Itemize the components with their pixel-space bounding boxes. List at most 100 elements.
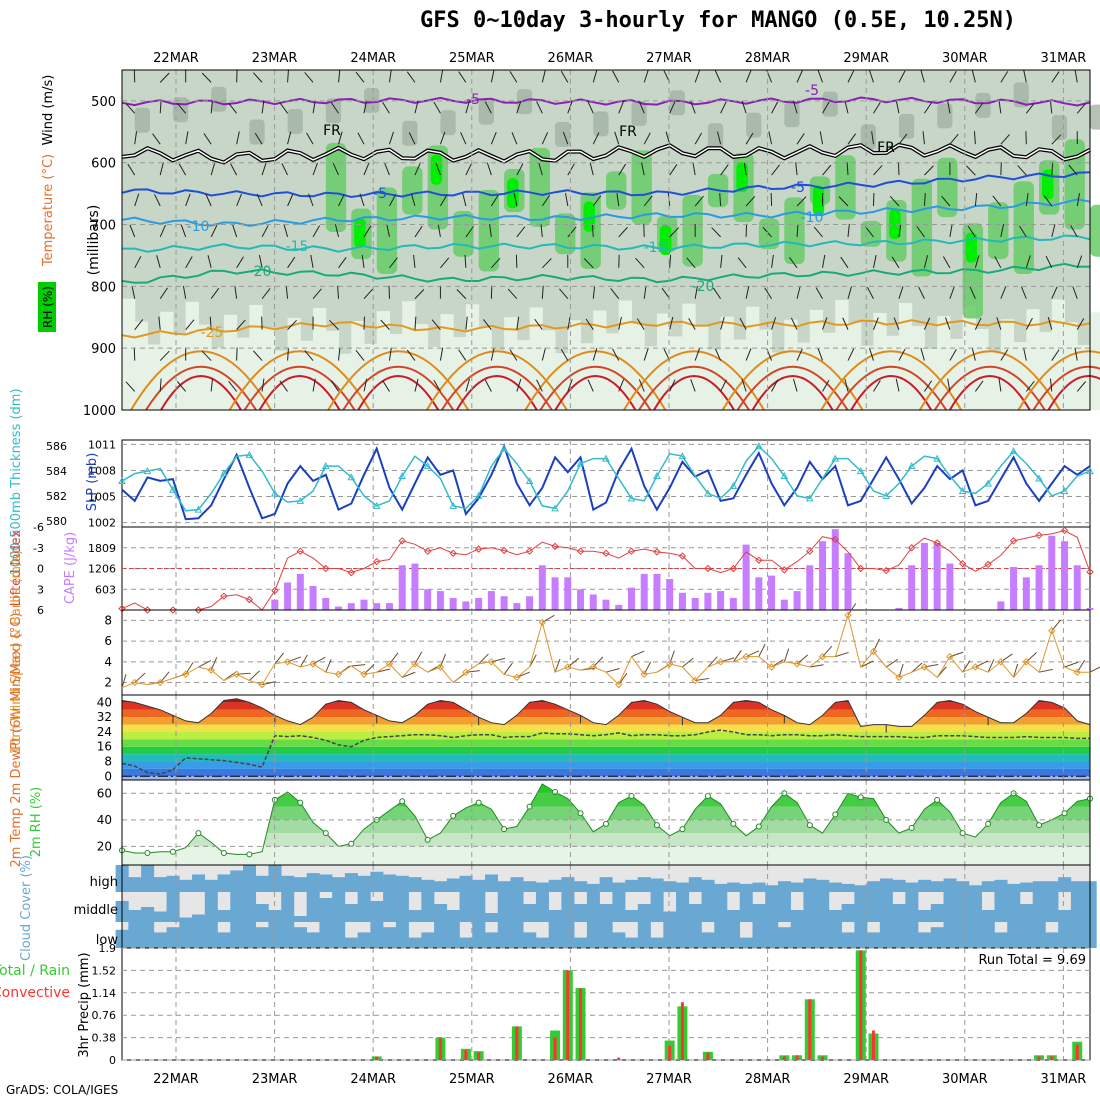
rh-moist-cell bbox=[835, 155, 856, 220]
wind-barb bbox=[210, 225, 218, 238]
cloud-cell bbox=[892, 922, 906, 948]
date-label-bottom: 30MAR bbox=[942, 1072, 988, 1087]
cloud-cell bbox=[332, 892, 346, 922]
cape-bar bbox=[424, 589, 432, 610]
cape-bar bbox=[309, 585, 317, 610]
wind-barb bbox=[254, 132, 263, 145]
cloud-cell bbox=[727, 910, 741, 922]
precip-convective-bar bbox=[859, 950, 863, 1060]
wind-barb bbox=[283, 224, 289, 238]
cloud-cell bbox=[956, 892, 970, 922]
precip-convective-bar bbox=[464, 1049, 468, 1060]
wind-barb-10m bbox=[1089, 666, 1100, 673]
wind-marker bbox=[232, 670, 241, 678]
rh-dry-cell bbox=[962, 306, 976, 410]
thickness-marker bbox=[372, 501, 381, 509]
wind-barb bbox=[388, 131, 394, 145]
cape-tick: 603 bbox=[95, 583, 116, 596]
cape-bar bbox=[398, 565, 406, 610]
thickness-marker bbox=[805, 494, 814, 502]
rh2m-marker bbox=[246, 851, 253, 858]
cloud-cell bbox=[803, 892, 817, 922]
wind-barb bbox=[414, 163, 421, 176]
cloud-cell bbox=[727, 882, 741, 892]
cloud-cell bbox=[727, 922, 741, 948]
slp-line bbox=[121, 443, 1091, 521]
li-marker bbox=[831, 535, 839, 544]
cloud-cell bbox=[383, 927, 397, 948]
cloud-cell bbox=[370, 901, 384, 922]
wind-barb bbox=[669, 379, 676, 392]
li-tick: -6 bbox=[33, 521, 44, 534]
cape-bar bbox=[768, 575, 776, 610]
wind-marker bbox=[665, 660, 674, 668]
cloud-cell bbox=[204, 922, 218, 948]
rh2m-marker bbox=[424, 836, 431, 843]
thickness-marker bbox=[653, 471, 661, 480]
cloud-cell bbox=[586, 883, 600, 892]
cape-bar bbox=[564, 577, 572, 610]
thickness-marker bbox=[831, 454, 840, 462]
cloud-cell bbox=[739, 883, 753, 892]
wind-barb bbox=[435, 162, 441, 176]
cloud-layer-label: middle bbox=[74, 903, 118, 918]
wind-barb-10m bbox=[987, 659, 995, 673]
rh-dry-cell bbox=[427, 346, 441, 410]
cloud-cell bbox=[230, 892, 244, 922]
cape-bar bbox=[589, 594, 597, 610]
wind-marker bbox=[436, 663, 445, 671]
rh-dry-cell bbox=[491, 350, 505, 410]
cloud-cell bbox=[192, 914, 206, 922]
wind-barb bbox=[643, 132, 651, 145]
wind-barb bbox=[361, 254, 365, 268]
temp-tick: 8 bbox=[104, 755, 112, 769]
wind-barb bbox=[541, 132, 549, 145]
precip-convective-bar bbox=[1037, 1056, 1041, 1060]
cape-bar bbox=[1086, 607, 1094, 610]
li-marker bbox=[194, 606, 203, 614]
wind-barb bbox=[516, 100, 522, 114]
wind-barb-10m bbox=[809, 664, 824, 668]
thickness-marker bbox=[882, 491, 891, 499]
wind-barb bbox=[872, 254, 877, 268]
cape-bar bbox=[360, 599, 368, 610]
cloud-cell bbox=[446, 878, 460, 892]
wind-barb-10m bbox=[503, 662, 513, 675]
thickness-marker bbox=[321, 462, 330, 470]
wind-barb bbox=[992, 195, 1002, 207]
rh-dry-cell bbox=[860, 345, 874, 410]
cloud-cell bbox=[217, 932, 231, 948]
wind-marker bbox=[971, 663, 980, 671]
wind-barb bbox=[287, 347, 289, 361]
wind-marker bbox=[309, 660, 317, 668]
temp-axis-title: 2m Temp 2m DewPt (6hr Min/Max) (°C) bbox=[9, 613, 24, 868]
thickness-marker bbox=[245, 450, 254, 458]
cape-bar bbox=[615, 604, 623, 610]
pressure-tick: 700 bbox=[91, 219, 116, 234]
wind-barb bbox=[363, 225, 372, 238]
wind-barb bbox=[873, 380, 881, 392]
li-marker bbox=[169, 606, 177, 614]
wind-barb-10m bbox=[478, 653, 489, 665]
wind-barb bbox=[182, 285, 187, 299]
cloud-cell bbox=[854, 885, 868, 892]
wind-barb bbox=[741, 378, 747, 392]
wind-barb bbox=[1072, 286, 1078, 299]
wind-marker bbox=[895, 673, 903, 682]
cloud-cell bbox=[179, 922, 193, 948]
cloud-cell bbox=[548, 922, 562, 948]
temp-band bbox=[122, 739, 1090, 747]
wind-barb bbox=[414, 289, 425, 300]
wind-barb bbox=[541, 347, 546, 361]
cape-bar bbox=[526, 596, 534, 610]
date-label-top: 29MAR bbox=[843, 51, 889, 66]
wind-barb bbox=[134, 319, 144, 330]
rh2m-marker bbox=[1061, 810, 1068, 817]
wind-marker bbox=[997, 658, 1005, 666]
wind-barb bbox=[159, 350, 170, 361]
wind-barb bbox=[898, 286, 904, 299]
wind-barb bbox=[974, 193, 978, 207]
rh-moist-cell bbox=[325, 142, 347, 232]
wind-barb bbox=[822, 379, 830, 392]
rh2m-marker bbox=[603, 820, 609, 827]
